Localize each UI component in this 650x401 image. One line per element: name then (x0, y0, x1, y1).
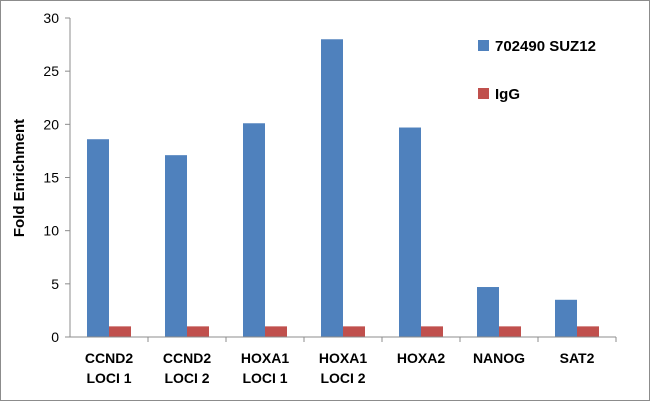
bar-igg (187, 326, 209, 337)
x-category-label: LOCI 1 (242, 370, 287, 386)
bar-suz12 (399, 127, 421, 337)
x-category-label: SAT2 (560, 350, 595, 366)
bar-suz12 (165, 155, 187, 337)
bar-suz12 (321, 39, 343, 338)
legend: 702490 SUZ12 IgG (478, 38, 596, 103)
bar-igg (577, 326, 599, 337)
bar-igg (109, 326, 131, 337)
y-tick-label: 20 (43, 116, 59, 132)
y-axis-ticks: 0 5 10 15 20 25 30 (43, 10, 70, 345)
y-tick-label: 0 (51, 329, 59, 345)
legend-swatch-igg (478, 88, 489, 99)
y-axis-label: Fold Enrichment (11, 119, 28, 237)
legend-label: 702490 SUZ12 (495, 38, 596, 55)
bar-suz12 (555, 299, 577, 337)
bar-suz12 (477, 287, 499, 337)
y-tick-label: 5 (51, 276, 59, 292)
x-category-label: HOXA1 (241, 350, 289, 366)
x-category-label: HOXA2 (397, 350, 445, 366)
x-category-label: CCND2 (163, 350, 211, 366)
bar-suz12 (243, 123, 265, 338)
x-category-label: LOCI 2 (320, 370, 365, 386)
bar-suz12 (87, 139, 109, 337)
bar-igg (265, 326, 287, 337)
bar-igg (499, 326, 521, 337)
y-tick-label: 25 (43, 63, 59, 79)
axes (69, 18, 616, 338)
x-category-label: HOXA1 (319, 350, 367, 366)
bar-igg (343, 326, 365, 337)
legend-label: IgG (495, 86, 520, 103)
bar-igg (421, 326, 443, 337)
legend-swatch-suz12 (478, 40, 489, 51)
x-category-label: CCND2 (85, 350, 133, 366)
x-axis-labels: CCND2 LOCI 1 CCND2 LOCI 2 HOXA1 LOCI 1 HOXA1 LO… (85, 337, 617, 386)
x-category-label: NANOG (473, 350, 525, 366)
y-tick-label: 10 (43, 223, 59, 239)
x-category-label: LOCI 2 (164, 370, 209, 386)
y-tick-label: 15 (43, 170, 59, 186)
x-category-label: LOCI 1 (86, 370, 131, 386)
y-tick-label: 30 (43, 10, 59, 26)
bars (87, 39, 599, 338)
